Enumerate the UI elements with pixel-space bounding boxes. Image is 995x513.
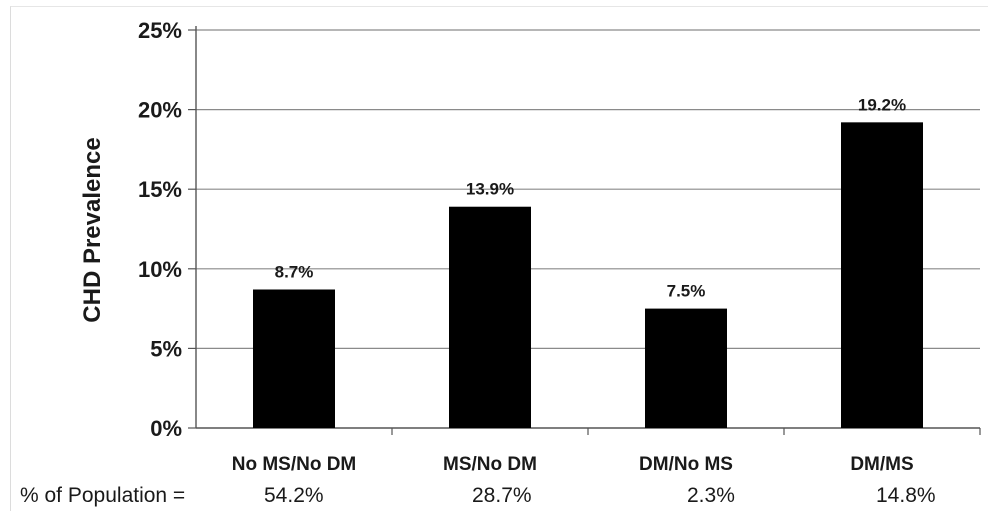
data-label: 8.7% [275, 262, 314, 281]
bar [449, 206, 531, 428]
category-label: No MS/No DM [232, 454, 357, 475]
bar [253, 289, 335, 428]
chart-frame [10, 6, 988, 511]
data-label: 7.5% [667, 282, 706, 301]
population-label: % of Population = [20, 484, 186, 507]
y-tick-label: 25% [138, 18, 182, 43]
population-value-no-ms-no-dm: 54.2% [264, 484, 324, 507]
data-label: 19.2% [858, 95, 906, 114]
category-label: DM/MS [850, 454, 913, 475]
bars [253, 122, 923, 428]
y-tick-label: 0% [150, 416, 182, 441]
category-label: MS/No DM [443, 454, 537, 475]
y-tick-label: 10% [138, 257, 182, 282]
data-label: 13.9% [466, 180, 514, 199]
bar [841, 122, 923, 428]
bar [645, 308, 727, 428]
y-tick-label: 20% [138, 98, 182, 123]
y-tick-label: 15% [138, 177, 182, 202]
y-axis-title: CHD Prevalence [79, 137, 106, 322]
y-tick-label: 5% [150, 336, 182, 361]
labels: 0% 5% 10% 15% 20% 25% 8.7% No MS/No DM 13.9% MS/N… [138, 18, 914, 475]
bar-chart: 0% 5% 10% 15% 20% 25% 8.7% No MS/No DM 13.9% MS/N… [79, 18, 981, 475]
category-label: DM/No MS [639, 454, 733, 475]
population-value-dm-ms: 14.8% [876, 484, 936, 507]
population-value-dm-no-ms: 2.3% [687, 484, 735, 507]
population-value-ms-no-dm: 28.7% [472, 484, 532, 507]
